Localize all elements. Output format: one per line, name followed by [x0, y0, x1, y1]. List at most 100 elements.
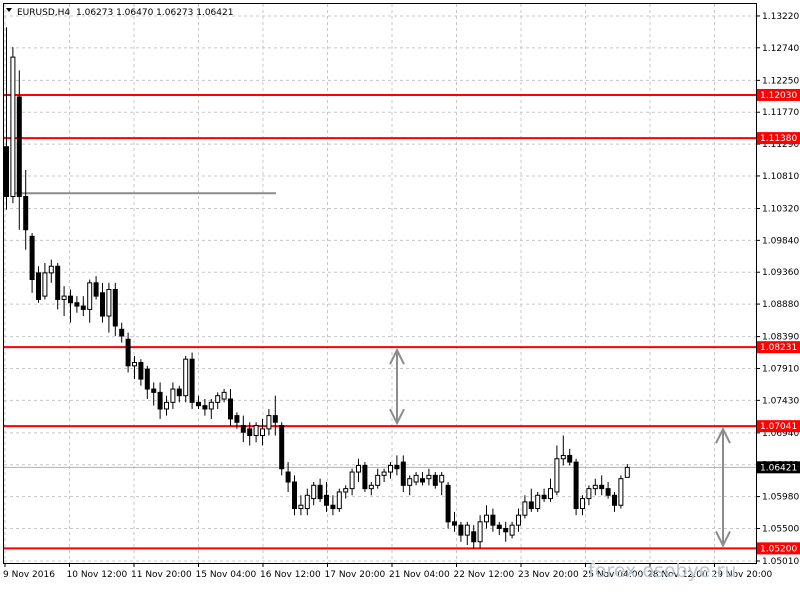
candle: [215, 392, 221, 409]
candle-body-bull: [548, 488, 553, 500]
candle-body-bull: [48, 265, 54, 274]
candle-body-bear: [125, 338, 131, 367]
candle-body-bear: [247, 428, 253, 437]
candle: [298, 495, 304, 516]
candle-body-bull: [375, 474, 381, 486]
candle: [349, 468, 355, 496]
candle: [253, 422, 259, 443]
candle: [100, 282, 105, 323]
y-tick-label: 1.05980: [762, 493, 799, 503]
y-tick-label: 1.07430: [762, 396, 799, 406]
candle-body-bull: [183, 358, 189, 397]
candle: [80, 296, 86, 317]
level-lines[interactable]: [4, 93, 756, 550]
candle-body-bear: [4, 146, 9, 198]
candle: [196, 395, 201, 409]
y-tick-label: 1.08880: [762, 300, 799, 310]
candle-body-bear: [228, 398, 233, 420]
x-tick-label: 25 Nov 04:00: [583, 570, 644, 580]
candle: [112, 282, 118, 336]
candle-body-bull: [554, 458, 560, 493]
candle: [330, 495, 336, 516]
candle-body-bear: [503, 527, 509, 533]
candle-body-bear: [605, 488, 611, 496]
candle: [362, 462, 368, 492]
candle: [554, 445, 560, 496]
candle: [413, 472, 419, 486]
candle-body-bull: [368, 484, 374, 490]
candle-body-bull: [580, 498, 585, 510]
candle: [138, 359, 144, 386]
candle: [106, 282, 112, 333]
candle-body-bull: [132, 362, 137, 367]
plot-frame: [3, 3, 757, 564]
candle-body-bear: [445, 484, 451, 523]
candle: [23, 169, 29, 250]
candle: [452, 511, 457, 532]
candle-body-bear: [362, 464, 368, 490]
candle-body-bear: [330, 504, 336, 510]
x-tick-label: 16 Nov 12:00: [260, 570, 321, 580]
current-price-text: 1.06421: [760, 463, 797, 473]
candle-body-bear: [394, 464, 400, 470]
candle: [420, 472, 425, 486]
candle: [324, 482, 329, 512]
candle-body-bull: [336, 491, 342, 510]
candle: [618, 475, 624, 509]
candle-body-bear: [599, 484, 605, 490]
candle: [157, 382, 163, 419]
x-tick-label: 15 Nov 04:00: [196, 570, 257, 580]
y-tick-label: 1.09840: [762, 236, 799, 246]
x-tick-label: 29 Nov 20:00: [712, 570, 773, 580]
candle-body-bear: [458, 524, 464, 536]
y-tick-label: 1.13220: [762, 12, 799, 22]
y-tick-label: 1.09360: [762, 268, 799, 278]
candle: [4, 27, 9, 210]
y-tick-label: 1.10810: [762, 172, 799, 182]
candle: [560, 435, 566, 466]
candle: [285, 462, 291, 492]
x-axis: 9 Nov 2016 10 Nov 12:00 11 Nov 20:00 15 Nov…: [3, 563, 772, 580]
candle-body-bull: [413, 474, 419, 483]
candle: [87, 279, 93, 323]
candle-body-bear: [202, 405, 208, 410]
level-price-tag: [757, 88, 800, 101]
candle-body-bull: [208, 401, 214, 410]
candle-body-bear: [612, 494, 617, 506]
candle: [170, 382, 176, 409]
candle-body-bull: [586, 488, 592, 500]
candle: [605, 482, 611, 499]
x-tick-label: 9 Nov 2016: [3, 570, 55, 580]
candle-body-bear: [157, 391, 163, 410]
candle: [247, 422, 253, 446]
candle-body-bull: [10, 56, 16, 198]
candle-body-bear: [272, 415, 278, 423]
candle-body-bull: [592, 484, 598, 490]
candle: [432, 472, 438, 489]
candle: [490, 508, 496, 532]
level-price-text: 1.11380: [760, 134, 797, 144]
candle-body-bear: [119, 328, 125, 337]
candle-body-bull: [484, 514, 489, 523]
y-tick-label: 1.11290: [762, 140, 799, 150]
candle: [240, 415, 246, 443]
candle: [317, 478, 323, 502]
candle-body-bear: [93, 282, 99, 297]
level-price-tag: [757, 341, 800, 354]
y-tick-label: 1.12740: [762, 44, 799, 54]
candle-body-bear: [100, 292, 105, 317]
candle-body-bull: [477, 521, 483, 543]
candle: [221, 389, 227, 403]
candle-body-bull: [464, 524, 470, 536]
candle-body-bear: [567, 454, 573, 463]
candle-body-bear: [138, 362, 144, 380]
candle: [612, 491, 617, 512]
candle-body-bear: [80, 305, 86, 310]
dropdown-triangle-icon[interactable]: [6, 8, 12, 12]
candle-body-bull: [42, 272, 48, 297]
candle: [388, 462, 393, 479]
candle: [343, 485, 349, 499]
candle-body-bear: [16, 96, 22, 198]
candle: [61, 286, 67, 317]
